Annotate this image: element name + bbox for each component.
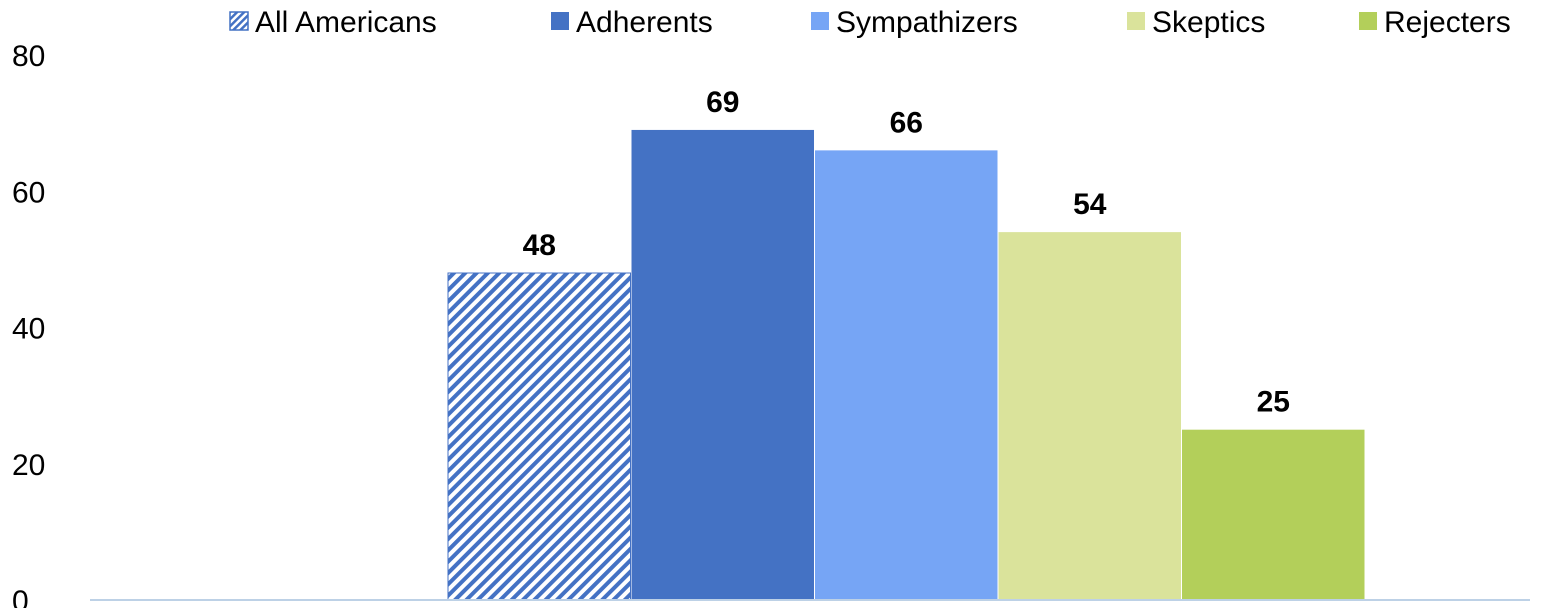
y-tick-label: 60 xyxy=(12,176,45,209)
bars xyxy=(447,129,1365,601)
bar-skeptics xyxy=(998,232,1181,600)
bar-rejecters xyxy=(1182,429,1365,600)
y-tick-label: 20 xyxy=(12,449,45,482)
legend-label-all-americans: All Americans xyxy=(255,6,437,39)
legend-swatch-rejecters xyxy=(1359,12,1377,30)
data-label-rejecters: 25 xyxy=(1257,386,1290,419)
y-tick-label: 80 xyxy=(12,40,45,73)
legend-label-rejecters: Rejecters xyxy=(1384,6,1511,39)
bar-all-americans xyxy=(447,272,631,601)
data-label-skeptics: 54 xyxy=(1073,188,1107,221)
legend-label-skeptics: Skeptics xyxy=(1152,6,1265,39)
legend-swatch-sympathizers xyxy=(811,12,829,30)
data-label-adherents: 69 xyxy=(706,86,739,119)
legend-swatch-all-americans xyxy=(229,11,249,31)
bar-adherents xyxy=(631,129,814,600)
data-label-all-americans: 48 xyxy=(523,229,556,262)
legend-swatch-skeptics xyxy=(1127,12,1145,30)
bar-sympathizers xyxy=(815,150,998,600)
y-tick-label: 40 xyxy=(12,313,45,346)
data-labels: 48 69 66 54 25 xyxy=(523,86,1290,419)
legend-swatch-adherents xyxy=(551,12,569,30)
y-axis: 0 20 40 60 80 xyxy=(12,40,45,608)
legend-label-adherents: Adherents xyxy=(576,6,713,39)
data-label-sympathizers: 66 xyxy=(890,106,923,139)
y-tick-label: 0 xyxy=(12,585,29,608)
legend: All Americans Adherents Sympathizers Skepti… xyxy=(229,6,1511,39)
legend-label-sympathizers: Sympathizers xyxy=(836,6,1018,39)
